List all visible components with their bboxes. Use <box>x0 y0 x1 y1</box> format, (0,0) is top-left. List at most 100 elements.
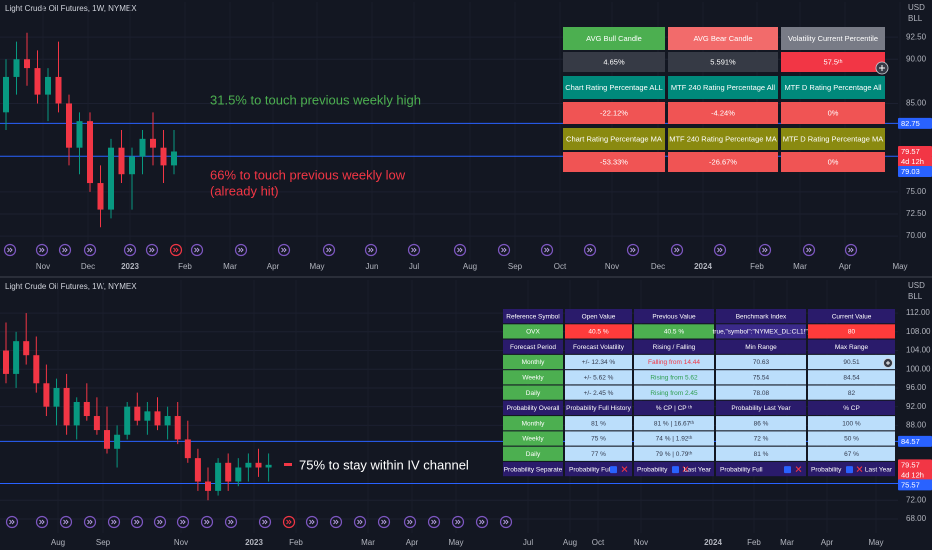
candle-body <box>63 387 70 426</box>
event-icon[interactable] <box>802 243 816 257</box>
event-icon[interactable] <box>322 243 336 257</box>
table-cell-bg <box>668 128 778 150</box>
candle-body <box>174 416 181 440</box>
table-cell: 82 <box>808 385 895 400</box>
event-icon[interactable] <box>403 515 417 529</box>
event-icon[interactable] <box>407 243 421 257</box>
event-icon[interactable] <box>844 243 858 257</box>
level-badge-text: 75.57 <box>901 480 920 489</box>
x-tick-label: Nov <box>174 538 188 547</box>
event-icon[interactable] <box>305 515 319 529</box>
table-cell-bg <box>668 152 778 172</box>
event-icon[interactable] <box>329 515 343 529</box>
table-cell: 4.65% <box>563 52 665 72</box>
x-tick-label: 2023 <box>245 538 263 547</box>
table-cell: Probability Last Year <box>716 400 806 415</box>
x-tick-label: Aug <box>463 262 477 271</box>
event-icon[interactable] <box>540 243 554 257</box>
event-icon[interactable] <box>497 243 511 257</box>
event-icon[interactable] <box>713 243 727 257</box>
event-icon[interactable] <box>364 243 378 257</box>
level-badge-bg <box>898 435 932 447</box>
event-icon[interactable] <box>59 515 73 529</box>
x-tick-label: Mar <box>223 262 237 271</box>
event-icon[interactable] <box>475 515 489 529</box>
event-icon[interactable] <box>453 243 467 257</box>
event-icon[interactable] <box>169 243 183 257</box>
table-cell-text: Reference Symbol <box>506 313 560 320</box>
event-icon[interactable] <box>670 243 684 257</box>
event-icon-glyph <box>717 247 723 253</box>
level-badge-text: 84.57 <box>901 437 920 446</box>
event-icon[interactable] <box>583 243 597 257</box>
table-cell: 70.63 <box>716 354 806 370</box>
table-cell-bg <box>716 431 806 446</box>
event-icon-glyph <box>368 247 374 253</box>
event-icon[interactable] <box>83 243 97 257</box>
event-icon-glyph <box>149 247 155 253</box>
table-cell-text: 0% <box>828 157 839 166</box>
table-cell: MTF 240 Rating Percentage All <box>668 76 778 99</box>
event-icon[interactable] <box>83 515 97 529</box>
event-icon[interactable] <box>5 515 19 529</box>
event-icon[interactable] <box>35 515 49 529</box>
event-icon[interactable] <box>277 243 291 257</box>
table-cell-bg <box>503 354 563 370</box>
event-icon-glyph <box>411 247 417 253</box>
event-icon[interactable] <box>353 515 367 529</box>
event-icon[interactable] <box>282 515 296 529</box>
event-icon[interactable] <box>130 515 144 529</box>
event-icon[interactable] <box>35 243 49 257</box>
candle-body <box>97 183 104 210</box>
table-cell-bg <box>808 416 895 431</box>
table-cell-text: Chart Rating Percentage ALL <box>565 83 663 92</box>
table-cell-bg <box>503 339 563 354</box>
table-cell-text: 57.5ᵗʰ <box>823 57 842 66</box>
add-button[interactable] <box>883 358 893 368</box>
table-cell-text: Daily <box>526 451 541 458</box>
event-icon[interactable] <box>3 243 17 257</box>
event-icon[interactable] <box>190 243 204 257</box>
event-icon[interactable] <box>145 243 159 257</box>
table-cell-text: 75 % <box>591 436 606 443</box>
event-icon[interactable] <box>123 243 137 257</box>
event-icon[interactable] <box>224 515 238 529</box>
event-icon[interactable] <box>758 243 772 257</box>
table-cell-bg <box>808 431 895 446</box>
event-icon[interactable] <box>626 243 640 257</box>
table-cell-bg <box>808 339 895 354</box>
table-cell-text: 70.63 <box>753 359 770 366</box>
table-cell: % CP <box>808 400 895 415</box>
event-icon-glyph <box>479 519 485 525</box>
event-icon-glyph <box>806 247 812 253</box>
event-icon[interactable] <box>499 515 513 529</box>
event-icon[interactable] <box>258 515 272 529</box>
event-icon[interactable] <box>153 515 167 529</box>
level-badge-text: 79.03 <box>901 167 920 176</box>
event-icon[interactable] <box>377 515 391 529</box>
event-icon-glyph <box>501 247 507 253</box>
table-cell-text: Forecast Period <box>510 344 556 351</box>
table-cell-bg <box>781 76 885 99</box>
table-cell-bg <box>563 76 665 99</box>
event-icon[interactable] <box>451 515 465 529</box>
event-icon-glyph <box>674 247 680 253</box>
table-cell-text: MTF 240 Rating Percentage MA <box>669 134 777 143</box>
event-icon[interactable] <box>234 243 248 257</box>
event-icon[interactable] <box>58 243 72 257</box>
event-icon[interactable] <box>107 515 121 529</box>
table-cell-text: 86 % <box>754 420 769 427</box>
event-icon[interactable] <box>427 515 441 529</box>
candle-body <box>150 138 156 148</box>
table-cell-bg <box>781 52 885 72</box>
table-cell-text: Min Range <box>745 344 777 351</box>
chart-title: Light Crude Oil Futures, 1W, NYMEX <box>5 4 137 13</box>
event-icon-glyph <box>157 519 163 525</box>
table-cell-text: 81 % <box>591 420 606 427</box>
event-icon[interactable] <box>176 515 190 529</box>
close-icon <box>682 466 689 472</box>
add-button[interactable] <box>875 61 889 75</box>
x-tick-label: May <box>868 538 883 547</box>
event-icon[interactable] <box>200 515 214 529</box>
